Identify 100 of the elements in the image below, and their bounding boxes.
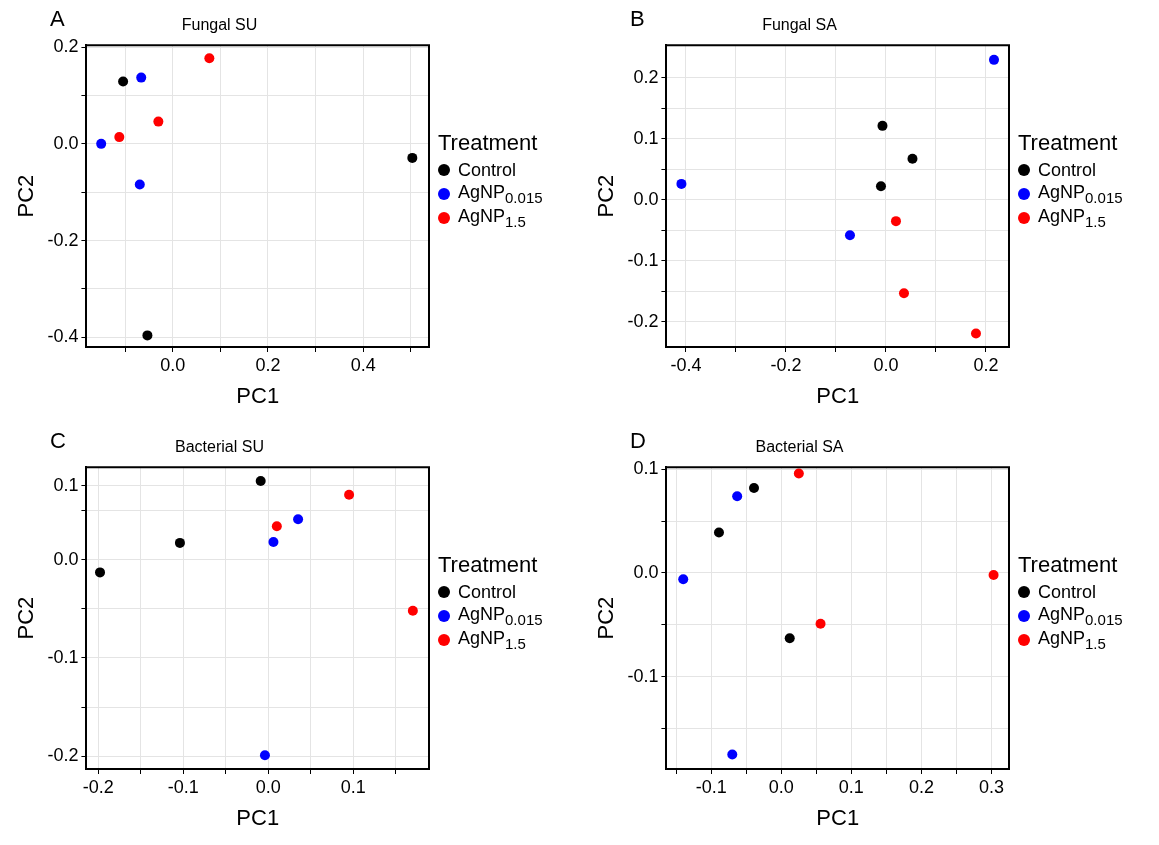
x-tick-label: 0.1 <box>838 776 864 797</box>
point <box>118 76 129 87</box>
y-tick-label: -0.2 <box>47 745 79 766</box>
legend-label: AgNP$_{1.5}$ <box>1038 206 1106 230</box>
x-tick-label: -0.1 <box>167 776 199 797</box>
legend-label: AgNP$_{1.5}$ <box>458 628 526 652</box>
x-axis-title: PC1 <box>816 382 860 408</box>
y-tick-label: 0.1 <box>633 458 659 479</box>
y-tick-label: 0.0 <box>633 561 659 582</box>
legend-label: AgNP$_{0.015}$ <box>458 182 543 206</box>
x-tick-label: 0.4 <box>350 354 376 375</box>
x-axis-title: PC1 <box>816 804 860 830</box>
point <box>134 179 145 190</box>
point <box>727 749 738 760</box>
x-tick-label: -0.4 <box>670 354 702 375</box>
point <box>988 570 999 581</box>
legend-label: Control <box>458 581 517 603</box>
point <box>793 468 804 479</box>
x-tick-label: -0.1 <box>695 776 727 797</box>
x-tick-label: 0.3 <box>978 776 1004 797</box>
text: D <box>630 428 646 454</box>
x-tick-label: 0.0 <box>255 776 281 797</box>
x-tick-label: -0.2 <box>770 354 802 375</box>
legend-title: Treatment <box>438 552 539 578</box>
point <box>678 574 689 585</box>
legend-title: Treatment <box>438 130 539 156</box>
x-tick-label: 0.1 <box>340 776 366 797</box>
chart-title: Bacterial SA <box>755 438 844 456</box>
legend-label: Control <box>1038 159 1097 181</box>
point <box>259 750 270 761</box>
point <box>989 54 999 65</box>
legend-label: AgNP$_{0.015}$ <box>1038 604 1123 628</box>
legend-label: AgNP$_{1.5}$ <box>1038 628 1106 652</box>
point <box>907 153 918 164</box>
point <box>407 152 418 163</box>
text: C <box>50 428 66 454</box>
y-axis-title: PC2 <box>593 596 619 640</box>
y-tick-label: -0.1 <box>627 665 659 686</box>
point <box>204 53 215 64</box>
y-tick-label: 0.1 <box>633 127 659 148</box>
y-tick-label: 0.0 <box>633 188 659 209</box>
text: A <box>50 6 65 32</box>
point <box>136 72 147 83</box>
point <box>875 181 886 192</box>
legend-title: Treatment <box>1018 552 1119 578</box>
y-axis-title: PC2 <box>13 174 39 218</box>
point <box>293 514 304 525</box>
point <box>877 120 888 131</box>
point <box>676 178 687 189</box>
point <box>844 230 855 241</box>
point <box>114 132 125 143</box>
legend-label: AgNP$_{0.015}$ <box>458 604 543 628</box>
legend-label: Control <box>1038 581 1097 603</box>
x-tick-label: 0.0 <box>768 776 794 797</box>
point <box>344 489 355 500</box>
point <box>732 491 743 502</box>
point <box>96 138 107 149</box>
y-tick-label: 0.0 <box>53 548 79 569</box>
point <box>268 536 279 547</box>
y-tick-label: -0.1 <box>627 249 659 270</box>
point <box>407 605 418 616</box>
point <box>142 330 153 341</box>
chart-title: Fungal SU <box>181 16 258 34</box>
point <box>271 521 282 532</box>
point <box>153 116 164 127</box>
point <box>95 567 106 578</box>
y-tick-label: -0.2 <box>47 229 79 250</box>
legend-label: Control <box>458 159 517 181</box>
text: B <box>630 6 645 32</box>
legend-label: AgNP$_{1.5}$ <box>458 206 526 230</box>
y-tick-label: 0.2 <box>53 36 79 57</box>
legend-title: Treatment <box>1018 130 1119 156</box>
point <box>890 216 901 227</box>
x-tick-label: -0.2 <box>82 776 114 797</box>
x-axis-title: PC1 <box>236 804 280 830</box>
y-tick-label: -0.2 <box>627 310 659 331</box>
point <box>713 527 724 538</box>
x-tick-label: 0.2 <box>973 354 999 375</box>
point <box>970 328 981 339</box>
point <box>174 537 185 548</box>
x-tick-label: 0.2 <box>255 354 281 375</box>
point <box>898 288 909 299</box>
chart-title: Fungal SA <box>762 16 838 34</box>
point <box>748 482 759 493</box>
y-axis-title: PC2 <box>593 174 619 218</box>
point <box>815 618 826 629</box>
y-tick-label: 0.1 <box>53 474 79 495</box>
chart-title: Bacterial SU <box>175 438 264 456</box>
y-tick-label: 0.0 <box>53 132 79 153</box>
y-tick-label: 0.2 <box>633 66 659 87</box>
y-axis-title: PC2 <box>13 596 39 640</box>
x-tick-label: 0.0 <box>873 354 899 375</box>
y-tick-label: -0.1 <box>47 646 79 667</box>
x-axis-title: PC1 <box>236 382 280 408</box>
point <box>784 633 795 644</box>
legend-label: AgNP$_{0.015}$ <box>1038 182 1123 206</box>
x-tick-label: 0.0 <box>160 354 186 375</box>
point <box>255 475 266 486</box>
y-tick-label: -0.4 <box>47 326 79 347</box>
x-tick-label: 0.2 <box>908 776 934 797</box>
